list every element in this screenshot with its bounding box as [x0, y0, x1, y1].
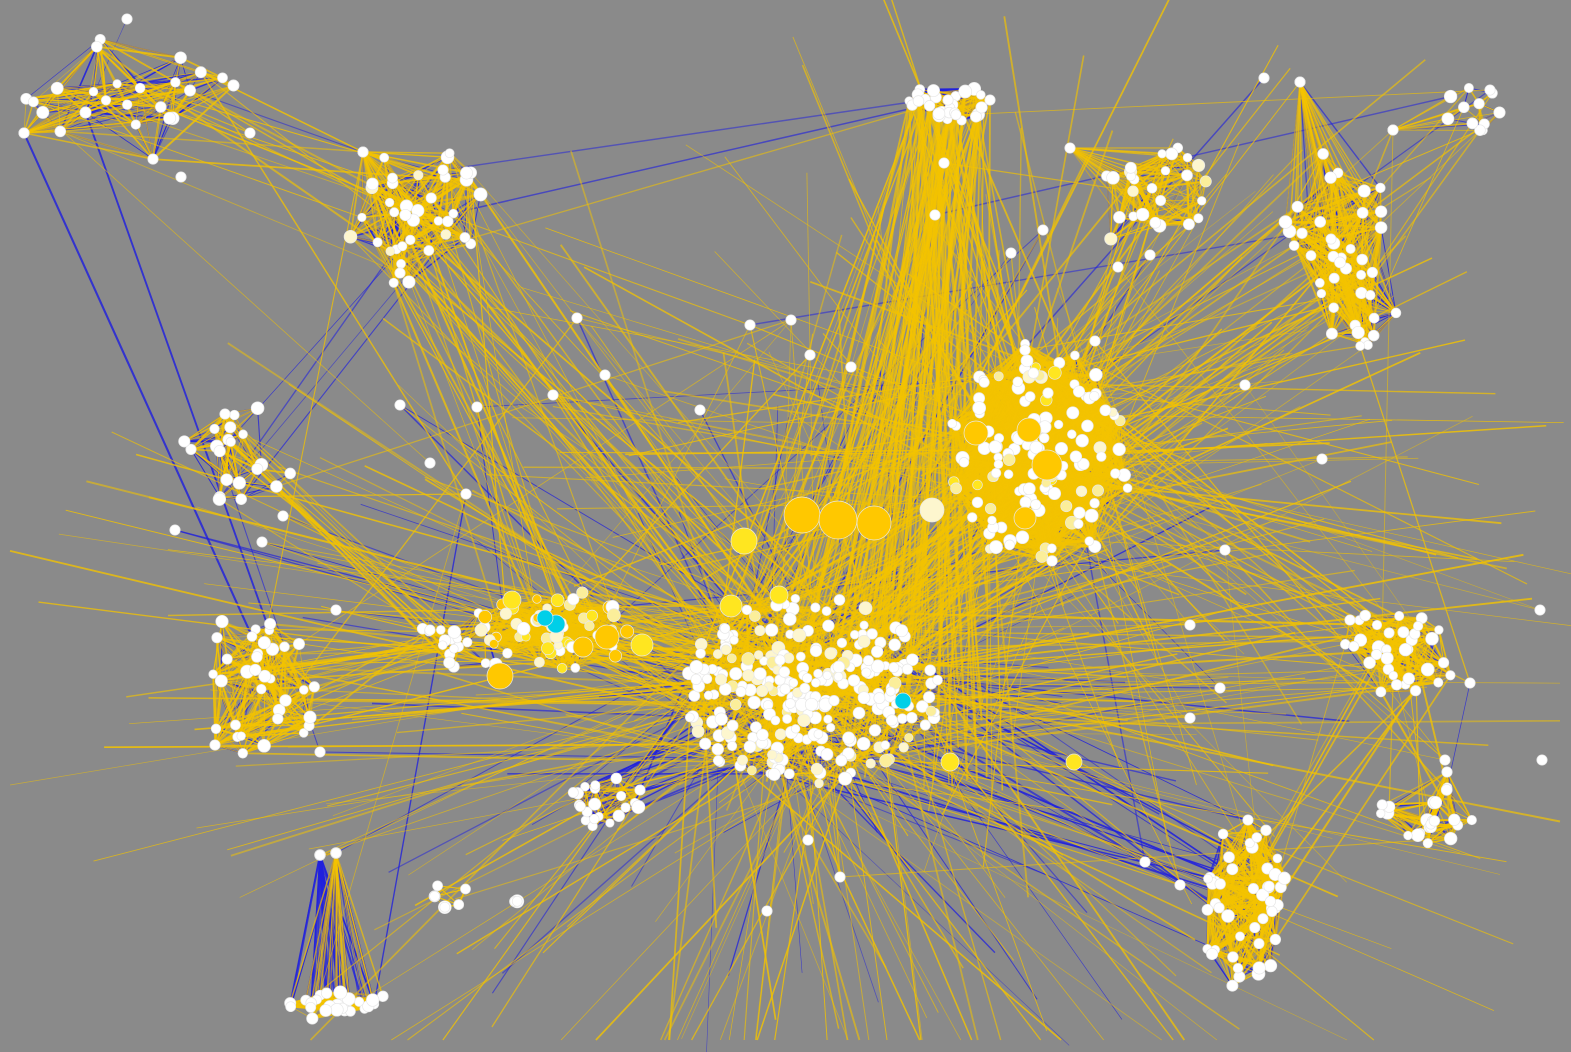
gold-edge [135, 71, 202, 126]
blue-edge [219, 239, 411, 452]
gold-edge [1392, 122, 1473, 131]
gold-edge [400, 233, 447, 265]
gold-edge [1110, 222, 1156, 240]
gold-edge [96, 45, 181, 59]
gold-edge [1299, 81, 1382, 228]
blue-edge [257, 408, 262, 465]
gold-edge [152, 106, 162, 160]
gold-edge [377, 214, 406, 243]
blue-edge [289, 854, 322, 1007]
blue-edge [316, 854, 321, 1000]
gold-edge [1069, 147, 1190, 225]
gold-edge [1285, 81, 1301, 223]
gold-edge [1151, 187, 1199, 219]
blue-edge [890, 691, 1123, 1020]
gold-edge [1299, 81, 1332, 178]
gold-edge [93, 81, 176, 93]
gold-edge [1069, 147, 1134, 192]
gold-edge [1299, 81, 1361, 347]
gold-edge [1299, 81, 1333, 334]
gold-edge [169, 77, 223, 119]
gold-edge [1130, 157, 1188, 169]
blue-edge [184, 433, 244, 443]
gold-edge [33, 83, 118, 103]
gold-edge [1165, 170, 1199, 219]
blue-edge [749, 232, 1303, 326]
gold-edge [362, 151, 391, 252]
blue-edge [491, 682, 699, 994]
gold-edge [1112, 177, 1144, 216]
gold-edge [23, 103, 128, 134]
blue-edge [219, 250, 430, 500]
blue-edge [618, 753, 779, 817]
gold-edge [234, 414, 262, 465]
gold-edge [362, 151, 439, 222]
blue-edge [470, 194, 482, 244]
gold-edge [23, 106, 161, 134]
gold-edge [1299, 81, 1339, 174]
blue-edge [1211, 953, 1233, 986]
gold-edge [361, 151, 364, 218]
blue-edge [751, 769, 1211, 879]
gold-edge [96, 46, 118, 85]
gold-edge [1334, 271, 1373, 279]
blue-edge [310, 854, 321, 1008]
gold-edge [428, 243, 471, 251]
gold-edge [218, 441, 232, 500]
gold-edge [1151, 174, 1188, 190]
gold-edge [152, 84, 235, 160]
gold-edge [126, 71, 202, 106]
gold-edge [23, 83, 118, 134]
gold-edge [376, 202, 391, 243]
gold-edge [400, 243, 471, 265]
gold-edge [1299, 81, 1364, 214]
blue-edge [778, 757, 1260, 969]
gold-edge [23, 91, 94, 134]
gold-edge [100, 38, 181, 59]
gold-edge [60, 130, 154, 160]
gold-edge [1392, 118, 1449, 131]
gold-edge [1188, 181, 1207, 225]
gold-edge [1110, 225, 1160, 240]
gold-edge [1354, 295, 1371, 326]
gold-edge [1160, 175, 1188, 201]
blue-edge [25, 39, 101, 100]
gold-edge [1177, 147, 1207, 182]
blue-edge [1380, 227, 1397, 313]
blue-edge [84, 112, 271, 631]
blue-edge [373, 493, 467, 1005]
gold-edge [1151, 153, 1163, 189]
gold-edge [135, 84, 234, 126]
gold-edge [1288, 81, 1301, 232]
gold-edge [392, 179, 467, 185]
blue-edge [1299, 81, 1381, 189]
blue-edge [85, 106, 161, 113]
blue-edge [23, 132, 253, 637]
gold-edge [1132, 156, 1188, 192]
gold-edge [1130, 156, 1188, 177]
gold-edge [42, 91, 94, 113]
gold-edge [96, 46, 162, 108]
gold-edge [392, 156, 448, 179]
gold-edge [23, 130, 61, 134]
gold-edge [99, 38, 202, 74]
gold-edge [23, 132, 154, 160]
blue-edge [442, 100, 919, 171]
gold-edge [57, 83, 118, 89]
gold-edge [1392, 106, 1465, 131]
gold-edge [33, 46, 98, 103]
gold-edge [1299, 81, 1322, 294]
blue-edge [501, 759, 743, 974]
gold-edge [1159, 153, 1163, 201]
gold-edge [1154, 180, 1207, 224]
gold-edge [1069, 147, 1131, 169]
gold-edge [23, 117, 170, 134]
gold-edge [1171, 153, 1207, 183]
gold-edge [1288, 230, 1356, 326]
